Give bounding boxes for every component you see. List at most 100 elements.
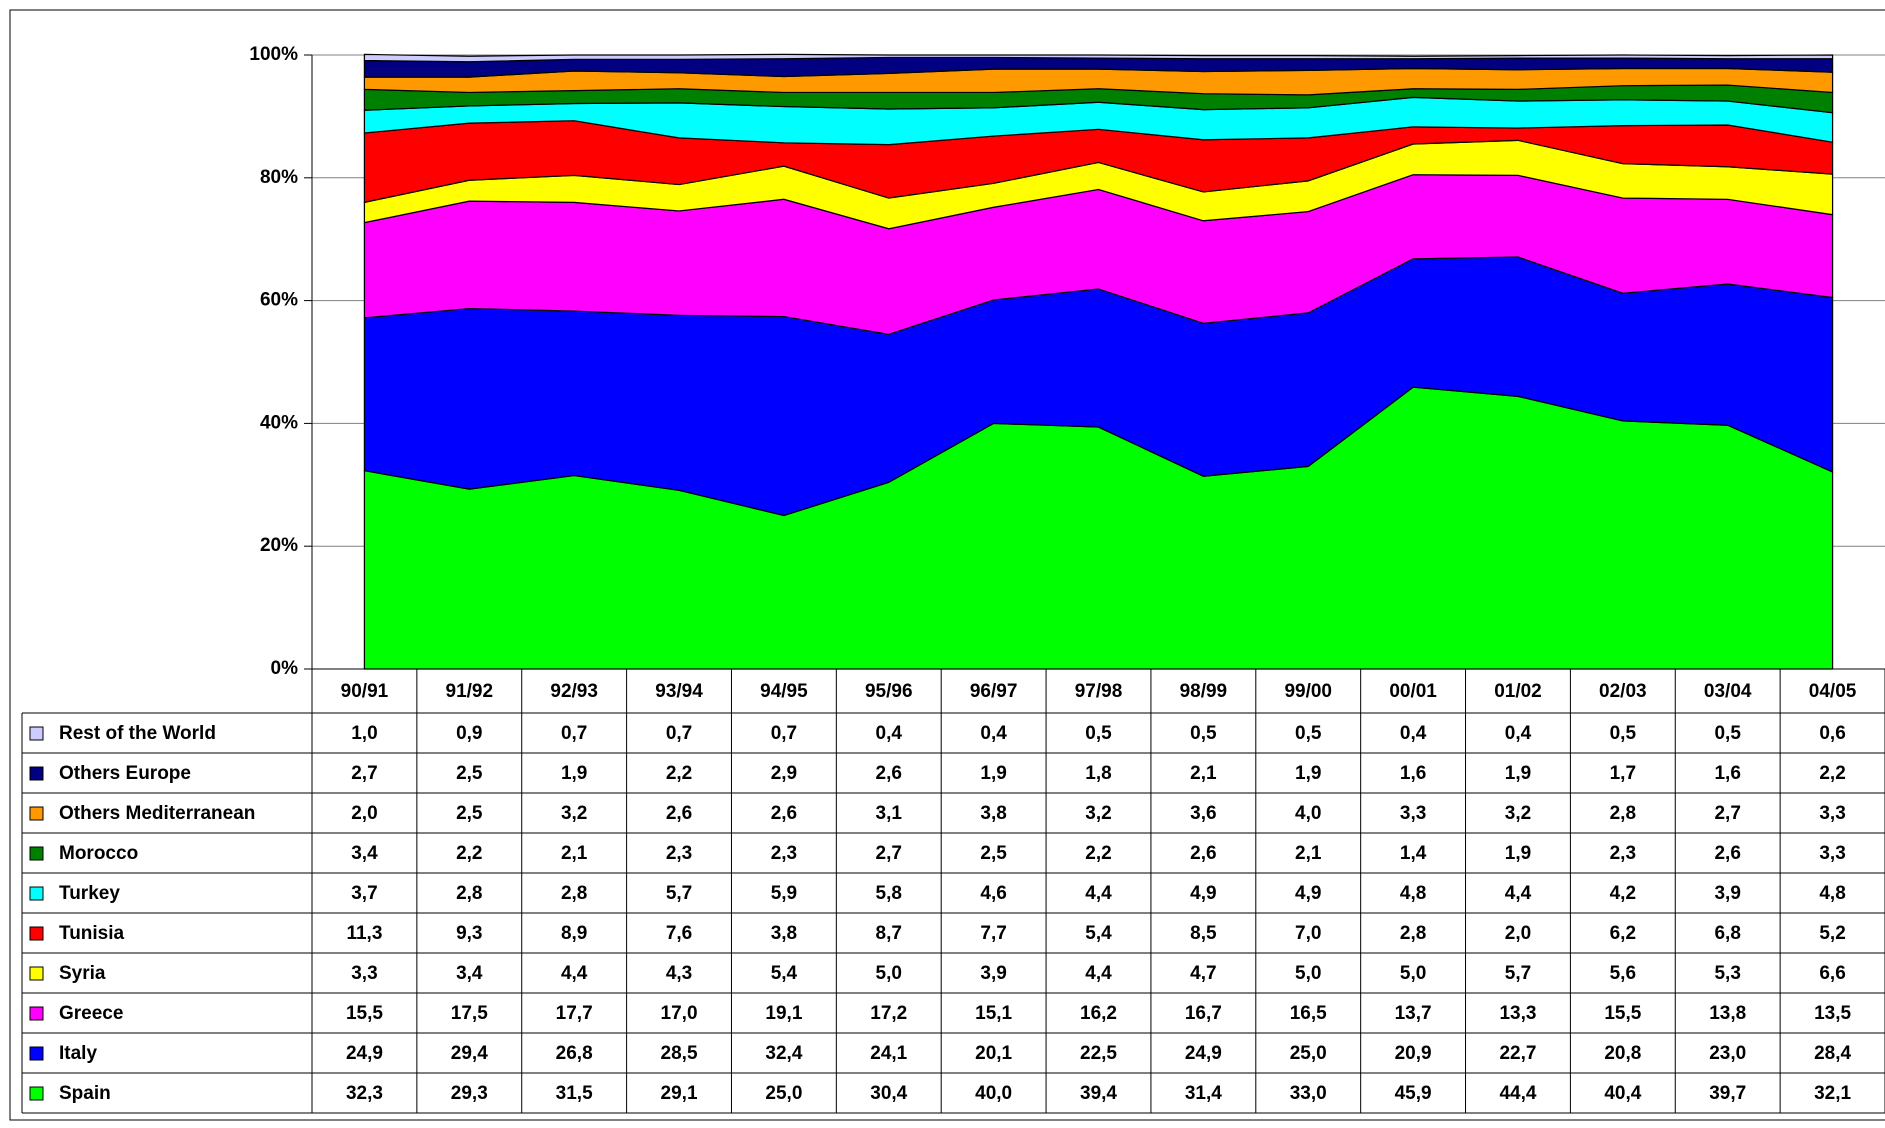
table-value: 2,8: [1610, 803, 1636, 824]
x-tick-label: 02/03: [1599, 681, 1647, 702]
table-value: 2,5: [456, 763, 483, 784]
table-value: 2,6: [1190, 843, 1216, 864]
table-value: 2,8: [561, 883, 587, 904]
table-value: 33,0: [1290, 1083, 1327, 1104]
legend-key: [29, 1046, 44, 1061]
table-value: 24,9: [1185, 1043, 1222, 1064]
table-value: 1,0: [351, 723, 377, 744]
legend-key: [29, 886, 44, 901]
table-value: 28,4: [1814, 1043, 1851, 1064]
x-tick-label: 92/93: [550, 681, 598, 702]
legend-key: [29, 1086, 44, 1101]
table-value: 2,7: [1714, 803, 1740, 824]
legend-label: Rest of the World: [59, 723, 216, 744]
table-value: 0,5: [1714, 723, 1741, 744]
table-value: 20,8: [1604, 1043, 1641, 1064]
table-value: 13,8: [1709, 1003, 1746, 1024]
table-value: 1,8: [1085, 763, 1111, 784]
table-value: 0,6: [1819, 723, 1845, 744]
table-value: 16,7: [1185, 1003, 1222, 1024]
table-value: 2,7: [351, 763, 377, 784]
table-value: 7,6: [666, 923, 692, 944]
table-value: 5,6: [1610, 963, 1636, 984]
table-value: 7,7: [980, 923, 1006, 944]
table-value: 2,9: [771, 763, 797, 784]
table-value: 4,4: [1085, 963, 1112, 984]
table-value: 3,3: [1819, 803, 1845, 824]
table-value: 1,6: [1400, 763, 1426, 784]
table-value: 1,9: [561, 763, 587, 784]
x-tick-label: 00/01: [1389, 681, 1437, 702]
x-tick-label: 91/92: [446, 681, 494, 702]
table-value: 1,6: [1714, 763, 1740, 784]
table-value: 32,3: [346, 1083, 383, 1104]
table-value: 39,4: [1080, 1083, 1117, 1104]
table-value: 5,7: [1505, 963, 1531, 984]
table-value: 5,0: [1295, 963, 1321, 984]
x-tick-label: 03/04: [1704, 681, 1752, 702]
table-value: 2,1: [1295, 843, 1322, 864]
table-value: 5,7: [666, 883, 692, 904]
y-tick-label: 20%: [260, 535, 298, 556]
table-value: 1,7: [1610, 763, 1636, 784]
table-value: 2,6: [876, 763, 902, 784]
table-value: 2,1: [1190, 763, 1217, 784]
table-value: 17,5: [451, 1003, 488, 1024]
table-value: 2,6: [666, 803, 692, 824]
table-value: 0,7: [561, 723, 587, 744]
table-value: 19,1: [765, 1003, 802, 1024]
legend-label: Spain: [59, 1083, 111, 1104]
table-value: 29,1: [661, 1083, 698, 1104]
table-value: 3,4: [351, 843, 378, 864]
x-tick-label: 98/99: [1180, 681, 1228, 702]
table-value: 2,1: [561, 843, 588, 864]
table-value: 2,2: [456, 843, 482, 864]
table-value: 5,3: [1714, 963, 1740, 984]
table-value: 0,5: [1190, 723, 1217, 744]
table-value: 25,0: [1290, 1043, 1327, 1064]
x-tick-label: 04/05: [1809, 681, 1857, 702]
table-value: 5,2: [1819, 923, 1845, 944]
table-value: 2,2: [1085, 843, 1111, 864]
table-value: 3,3: [1819, 843, 1845, 864]
table-value: 3,3: [1400, 803, 1426, 824]
x-tick-label: 94/95: [760, 681, 808, 702]
legend-key: [29, 846, 44, 861]
table-value: 30,4: [870, 1083, 907, 1104]
table-value: 22,5: [1080, 1043, 1117, 1064]
table-value: 2,3: [666, 843, 692, 864]
x-tick-label: 97/98: [1075, 681, 1123, 702]
x-tick-label: 01/02: [1494, 681, 1542, 702]
table-value: 3,2: [561, 803, 587, 824]
table-value: 40,4: [1604, 1083, 1641, 1104]
table-value: 1,9: [980, 763, 1006, 784]
table-value: 29,4: [451, 1043, 488, 1064]
table-value: 17,2: [870, 1003, 907, 1024]
table-value: 0,4: [980, 723, 1007, 744]
table-value: 4,8: [1400, 883, 1426, 904]
table-value: 13,7: [1395, 1003, 1432, 1024]
table-value: 3,7: [351, 883, 377, 904]
table-value: 26,8: [556, 1043, 593, 1064]
y-tick-label: 100%: [249, 44, 298, 65]
table-value: 6,8: [1714, 923, 1740, 944]
table-value: 4,4: [561, 963, 588, 984]
table-value: 17,7: [556, 1003, 593, 1024]
y-tick-label: 40%: [260, 412, 298, 433]
table-value: 8,5: [1190, 923, 1217, 944]
table-value: 4,9: [1190, 883, 1216, 904]
legend-key: [29, 926, 44, 941]
table-value: 2,0: [1505, 923, 1531, 944]
table-value: 3,4: [456, 963, 483, 984]
table-value: 3,8: [771, 923, 797, 944]
table-value: 7,0: [1295, 923, 1321, 944]
y-tick-label: 0%: [271, 658, 299, 679]
table-value: 20,9: [1395, 1043, 1432, 1064]
table-value: 3,6: [1190, 803, 1216, 824]
table-value: 4,7: [1190, 963, 1216, 984]
table-value: 2,0: [351, 803, 377, 824]
table-value: 2,6: [1714, 843, 1740, 864]
table-value: 6,2: [1610, 923, 1636, 944]
table-value: 6,6: [1819, 963, 1845, 984]
legend-label: Others Mediterranean: [59, 803, 255, 824]
